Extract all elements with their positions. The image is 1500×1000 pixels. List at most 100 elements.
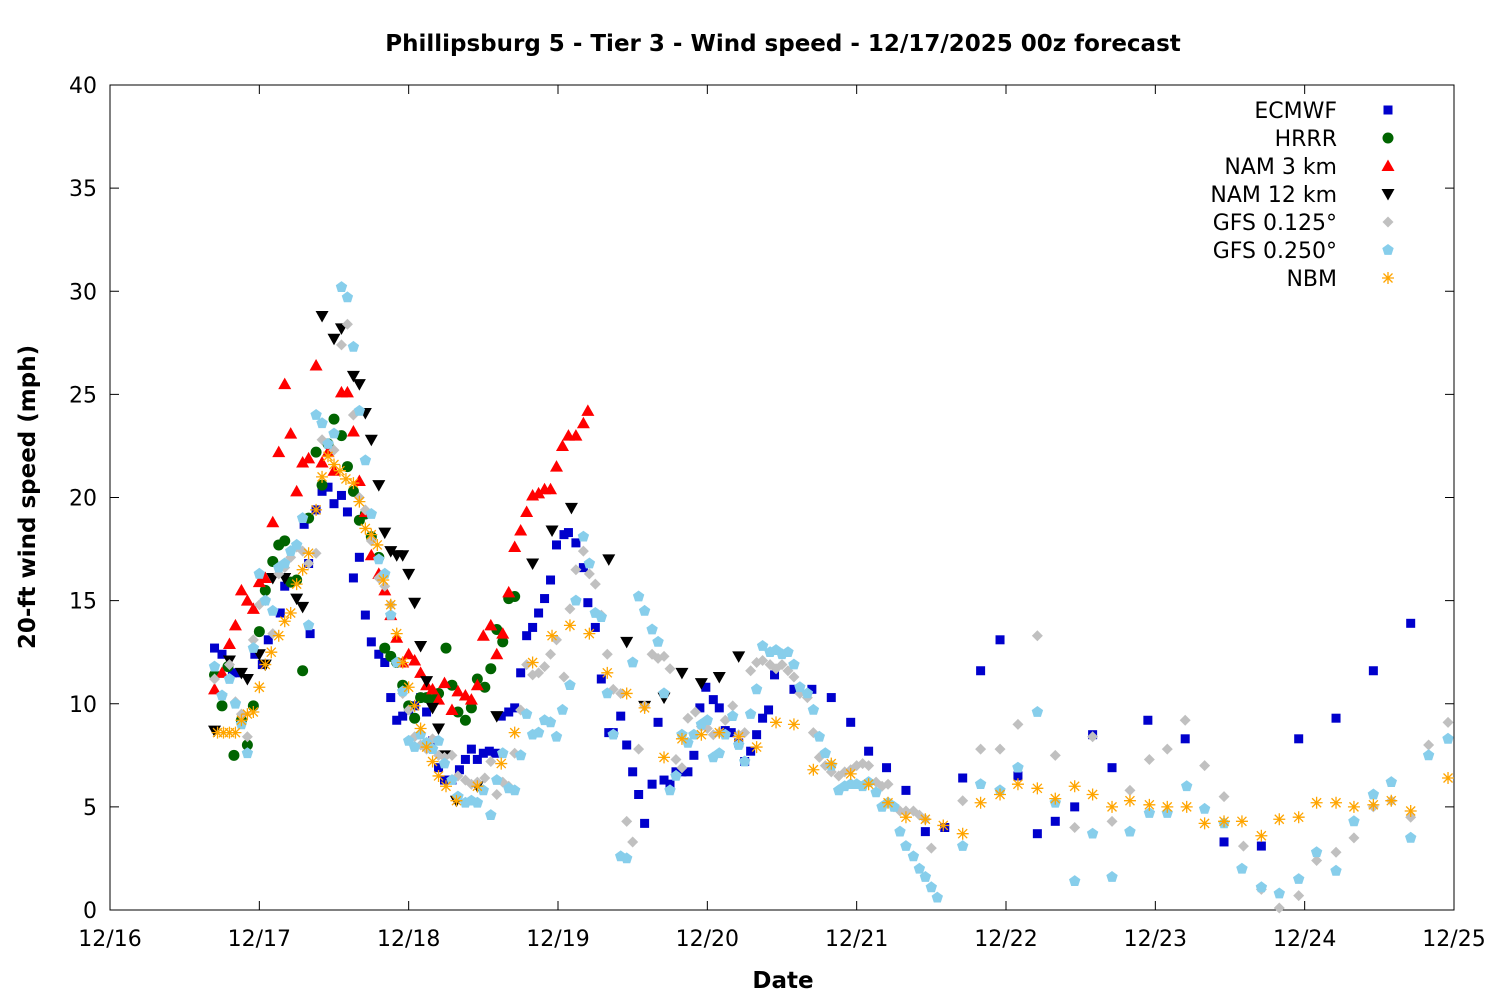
point-nbm <box>408 699 421 712</box>
point-ecmwf <box>329 499 339 509</box>
point-gfs-0-250 <box>564 679 576 690</box>
point-nam-3-km <box>234 583 248 596</box>
point-nbm <box>333 464 346 477</box>
point-gfs-0-125 <box>627 836 639 848</box>
point-gfs-0-250 <box>1442 732 1454 744</box>
point-gfs-0-250 <box>347 340 360 352</box>
x-tick-label: 12/21 <box>825 927 888 952</box>
point-nbm <box>402 681 415 694</box>
x-tick-label: 12/16 <box>78 927 141 952</box>
point-nbm <box>1218 815 1231 828</box>
point-gfs-0-125 <box>1218 791 1230 803</box>
point-gfs-0-250 <box>291 538 303 550</box>
point-ecmwf <box>1013 771 1023 781</box>
legend-label-nam-12-km: NAM 12 km <box>1210 183 1337 208</box>
point-gfs-0-250 <box>485 809 497 820</box>
point-gfs-0-250 <box>1422 749 1435 761</box>
point-gfs-0-125 <box>727 700 739 712</box>
point-gfs-0-250 <box>296 512 309 523</box>
point-ecmwf <box>317 486 327 496</box>
point-nam-3-km <box>284 427 298 439</box>
point-hrrr <box>409 712 421 724</box>
point-gfs-0-250 <box>583 557 596 569</box>
y-tick-label: 10 <box>69 693 97 718</box>
point-gfs-0-125 <box>521 659 533 671</box>
point-gfs-0-125 <box>545 648 557 660</box>
point-gfs-0-250 <box>247 642 260 653</box>
point-gfs-0-250 <box>638 604 651 616</box>
point-nbm <box>247 706 260 718</box>
y-tick-label: 40 <box>69 74 97 99</box>
point-gfs-0-250 <box>900 840 912 851</box>
point-ecmwf <box>752 730 762 740</box>
point-gfs-0-125 <box>757 654 769 666</box>
point-nbm <box>278 615 291 628</box>
point-gfs-0-125 <box>975 743 987 755</box>
point-gfs-0-125 <box>267 628 279 640</box>
point-hrrr <box>459 714 471 726</box>
point-gfs-0-250 <box>208 660 221 672</box>
point-nam-3-km <box>445 703 459 715</box>
point-nam-12-km <box>602 554 616 566</box>
point-ecmwf <box>958 773 968 783</box>
point-ecmwf <box>227 668 237 678</box>
point-gfs-0-250 <box>607 728 619 740</box>
point-nbm <box>450 794 463 807</box>
point-nbm <box>1235 815 1248 828</box>
point-nam-12-km <box>402 568 416 581</box>
point-gfs-0-125 <box>689 706 701 718</box>
point-gfs-0-250 <box>1236 862 1248 874</box>
point-gfs-0-250 <box>1255 881 1268 893</box>
chart-title: Phillipsburg 5 - Tier 3 - Wind speed - 1… <box>385 31 1181 57</box>
point-gfs-0-250 <box>1385 776 1397 787</box>
point-gfs-0-250 <box>807 703 820 715</box>
point-gfs-0-250 <box>813 730 825 742</box>
point-ecmwf <box>516 668 526 678</box>
point-gfs-0-125 <box>310 547 322 559</box>
point-gfs-0-250 <box>515 749 527 761</box>
series-gfs-0-250 <box>208 281 1454 903</box>
point-nbm <box>937 819 950 832</box>
point-nam-12-km <box>234 667 248 680</box>
point-gfs-0-125 <box>247 634 259 646</box>
point-gfs-0-250 <box>532 726 545 738</box>
point-hrrr <box>279 535 291 547</box>
point-hrrr <box>216 700 228 712</box>
point-nam-3-km <box>258 571 272 583</box>
point-ecmwf <box>336 490 346 500</box>
point-ecmwf <box>496 711 506 721</box>
point-gfs-0-250 <box>756 640 769 651</box>
point-gfs-0-250 <box>1367 788 1380 800</box>
point-nam-3-km <box>464 693 478 705</box>
point-nbm <box>526 656 539 669</box>
y-tick-label: 15 <box>69 590 97 615</box>
point-ecmwf <box>275 608 285 618</box>
x-tick-label: 12/19 <box>526 927 589 952</box>
point-gfs-0-250 <box>322 437 334 449</box>
legend-marker-nam-3-km-icon <box>1381 159 1395 171</box>
point-gfs-0-250 <box>664 784 676 796</box>
point-ecmwf <box>1406 618 1416 628</box>
point-nbm <box>1123 794 1136 807</box>
point-ecmwf <box>1107 763 1117 773</box>
point-nam-12-km <box>545 525 559 537</box>
point-ecmwf <box>490 748 500 758</box>
point-nbm <box>1255 829 1268 842</box>
point-nbm <box>732 730 745 743</box>
point-nbm <box>1347 800 1360 813</box>
point-gfs-0-250 <box>316 417 328 429</box>
point-gfs-0-125 <box>621 815 633 827</box>
point-gfs-0-250 <box>577 530 590 542</box>
point-ecmwf <box>864 746 874 756</box>
point-gfs-0-250 <box>520 708 533 719</box>
point-nbm <box>1161 800 1174 813</box>
point-ecmwf <box>764 705 774 715</box>
point-ecmwf <box>628 767 638 777</box>
point-ecmwf <box>1368 666 1378 676</box>
point-gfs-0-250 <box>652 635 664 647</box>
point-nbm <box>620 687 633 700</box>
point-gfs-0-125 <box>633 743 645 755</box>
point-ecmwf <box>1256 841 1266 851</box>
point-gfs-0-250 <box>601 687 613 699</box>
point-gfs-0-125 <box>863 760 875 772</box>
